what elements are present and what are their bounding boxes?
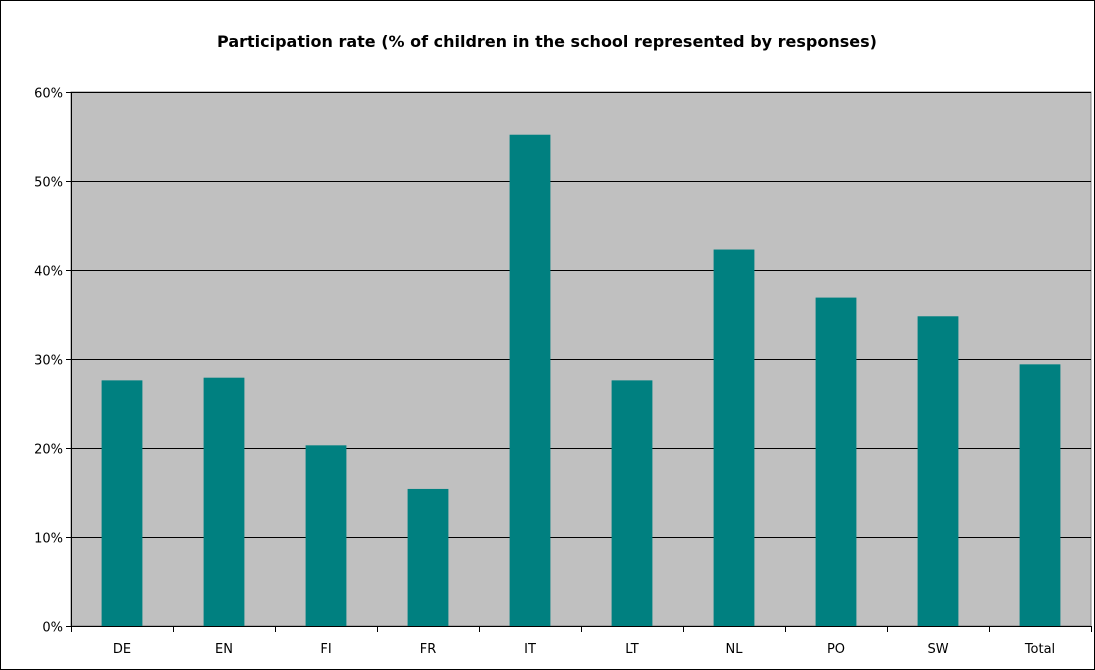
x-tick-label-nl: NL <box>726 642 744 657</box>
bar-po <box>815 297 857 626</box>
y-tick-label-4: 40% <box>34 265 63 280</box>
y-tick-label-1: 10% <box>34 532 63 547</box>
y-tick-label-6: 60% <box>34 87 63 102</box>
x-tick-label-fr: FR <box>420 642 437 657</box>
x-tick-label-de: DE <box>113 642 131 657</box>
axes <box>66 92 1092 632</box>
x-tick-label-en: EN <box>215 642 233 657</box>
bar-de <box>101 380 143 626</box>
bar-total <box>1019 364 1061 626</box>
x-tick-label-lt: LT <box>625 642 638 657</box>
x-tick-label-total: Total <box>1024 642 1055 657</box>
bar-en <box>203 377 245 626</box>
x-tick-labels: DE EN FI FR IT LT NL PO SW Total <box>113 642 1055 657</box>
bars <box>101 134 1061 626</box>
chart-title: Participation rate (% of children in the… <box>217 32 877 51</box>
x-tick-label-sw: SW <box>927 642 948 657</box>
y-tick-label-2: 20% <box>34 443 63 458</box>
bar-sw <box>917 316 959 626</box>
bar-fr <box>407 488 449 626</box>
bar-fi <box>305 445 347 626</box>
bar-lt <box>611 380 653 626</box>
bar-nl <box>713 249 755 626</box>
x-tick-label-fi: FI <box>320 642 331 657</box>
x-tick-label-po: PO <box>827 642 845 657</box>
x-tick-label-it: IT <box>524 642 536 657</box>
y-tick-label-3: 30% <box>34 354 63 369</box>
bar-it <box>509 134 551 626</box>
y-tick-labels: 0% 10% 20% 30% 40% 50% 60% <box>34 87 63 636</box>
y-tick-label-0: 0% <box>42 621 63 636</box>
y-tick-label-5: 50% <box>34 176 63 191</box>
